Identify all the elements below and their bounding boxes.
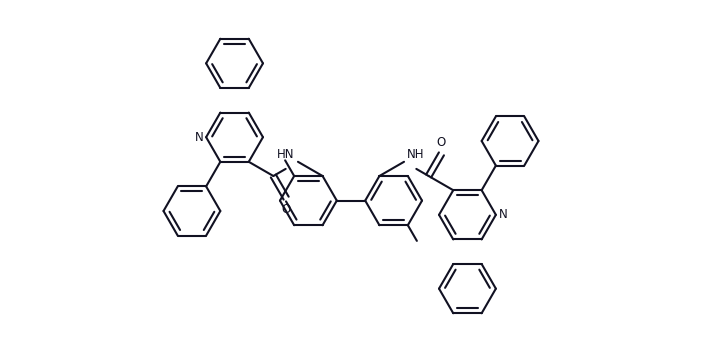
Text: O: O: [282, 203, 291, 216]
Text: HN: HN: [277, 147, 295, 161]
Text: N: N: [194, 131, 204, 144]
Text: N: N: [498, 208, 508, 221]
Text: O: O: [437, 136, 446, 149]
Text: NH: NH: [407, 147, 425, 161]
